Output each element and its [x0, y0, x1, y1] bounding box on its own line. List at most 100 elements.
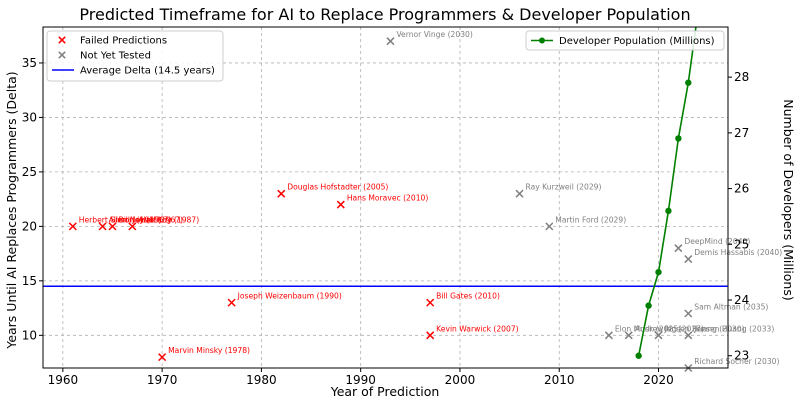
data-point: [108, 222, 117, 231]
data-point-stroke-b: [68, 222, 77, 231]
point-label: Kevin Warwick (2007): [436, 324, 518, 333]
data-point-stroke-b: [108, 222, 117, 231]
legend-left-box: [46, 30, 224, 82]
y-tick-label: 20: [22, 219, 37, 233]
data-point: [386, 37, 395, 46]
y2-tick-label: 23: [734, 349, 749, 363]
point-label: Andrew Ng (2027): [635, 324, 704, 333]
point-label: Herbert Simon (1965): [79, 215, 162, 224]
y2-tick-label: 25: [734, 237, 749, 251]
data-point: [684, 309, 693, 318]
data-point: [128, 222, 137, 231]
data-point-stroke-b: [684, 331, 693, 340]
x-tick-label: 2020: [643, 373, 674, 387]
point-label: Hans Moravec (2010): [347, 194, 429, 203]
developer-line-group: [635, 27, 697, 359]
data-point-stroke-b: [227, 298, 236, 307]
data-point-stroke-b: [684, 309, 693, 318]
point-label: Elon Musk (2025): [615, 324, 681, 333]
point-label: Douglas Hofstadter (2005): [287, 183, 388, 192]
data-point-stroke-b: [684, 255, 693, 264]
data-point-stroke-b: [426, 298, 435, 307]
y2-tick-label: 26: [734, 182, 749, 196]
legend-failed-marker: [58, 36, 66, 44]
legend-untested-marker: [58, 51, 66, 59]
data-point: [277, 189, 286, 198]
plot-marks: Herbert Simon (1965)Allen Newell (1967)B…: [43, 27, 782, 373]
data-point-stroke-b: [158, 353, 167, 362]
point-label: Richard Socher (2030): [694, 357, 779, 366]
data-point-stroke-b: [604, 331, 613, 340]
y-tick-label: 10: [22, 328, 37, 342]
data-point-stroke-b: [624, 331, 633, 340]
data-point: [604, 331, 613, 340]
legend-left: Failed Predictions Not Yet Tested Average …: [46, 30, 224, 82]
y2-tick-label: 28: [734, 70, 749, 84]
y-axis-label: Years Until AI Replaces Programmers (Del…: [4, 71, 19, 349]
y-tick-label: 15: [22, 274, 37, 288]
plot-frame: [42, 26, 729, 369]
point-label: Vernor Vinge (2030): [396, 30, 472, 39]
data-point: [158, 353, 167, 362]
x-tick-label: 1980: [246, 373, 277, 387]
data-point-stroke-b: [336, 200, 345, 209]
data-point-stroke-b: [515, 189, 524, 198]
x-tick-label: 2010: [544, 373, 575, 387]
y2-axis-label: Number of Developers (Millions): [781, 99, 796, 301]
data-point-stroke-b: [98, 222, 107, 231]
x-tick-label: 1960: [48, 373, 79, 387]
point-label: Marvin Minsky (1978): [168, 346, 250, 355]
legend-right: Developer Population (Millions): [525, 30, 725, 51]
x-tick-label: 2000: [445, 373, 476, 387]
legend-right-box: [525, 30, 725, 51]
data-point-stroke-b: [386, 37, 395, 46]
y-tick-label: 30: [22, 110, 37, 124]
data-point-stroke-b: [545, 222, 554, 231]
data-point: [426, 298, 435, 307]
data-point: [227, 298, 236, 307]
axes: 1960 1970 1980 1990 2000 2010 2020 10 15 20 25 30 35…: [22, 26, 749, 387]
developer-population-point: [675, 135, 682, 142]
legend-average-label: Average Delta (14.5 years): [80, 66, 215, 77]
data-point: [545, 222, 554, 231]
point-label: Bill Gates (2010): [436, 292, 500, 301]
point-label: Jensen Huang (2033): [693, 324, 774, 333]
developer-population-point: [635, 352, 642, 359]
point-label: Jensen Huang (2030): [664, 324, 745, 333]
y2-tick-label: 24: [734, 293, 749, 307]
data-point: [654, 331, 663, 340]
data-point: [68, 222, 77, 231]
y-tick-label: 25: [22, 165, 37, 179]
legend-developer-marker: [539, 37, 545, 44]
data-point-stroke-b: [277, 189, 286, 198]
data-point: [426, 331, 435, 340]
x-tick-label: 1970: [147, 373, 178, 387]
developer-population-point: [685, 79, 692, 86]
data-point: [684, 331, 693, 340]
data-point: [515, 189, 524, 198]
data-point-stroke-b: [654, 331, 663, 340]
point-label: Bill Joy (1967): [118, 215, 171, 224]
data-point: [624, 331, 633, 340]
legend-developer-label: Developer Population (Millions): [559, 36, 715, 47]
y-tick-label: 35: [22, 56, 37, 70]
legend-untested-marker-stroke-b: [58, 51, 66, 59]
x-axis-label: Year of Prediction: [330, 384, 440, 399]
legend-failed-marker-stroke-b: [58, 36, 66, 44]
legend-untested-label: Not Yet Tested: [80, 51, 151, 62]
point-label: Martin Ford (2029): [555, 215, 626, 224]
data-point-stroke-b: [426, 331, 435, 340]
x-tick-label: 1990: [345, 373, 376, 387]
point-label: Sam Altman (2035): [694, 303, 768, 312]
developer-population-point: [665, 207, 672, 215]
data-point: [684, 255, 693, 264]
point-label: Joseph Weizenbaum (1990): [237, 292, 342, 301]
data-point-stroke-b: [674, 244, 683, 253]
legend-failed-label: Failed Predictions: [80, 36, 167, 47]
point-label: DeepMind (2040): [684, 237, 750, 246]
point-label: Allen Newell (1967): [109, 215, 183, 224]
data-point-stroke-b: [128, 222, 137, 231]
point-label: Alan Kay (1987): [138, 215, 199, 224]
data-point: [336, 200, 345, 209]
